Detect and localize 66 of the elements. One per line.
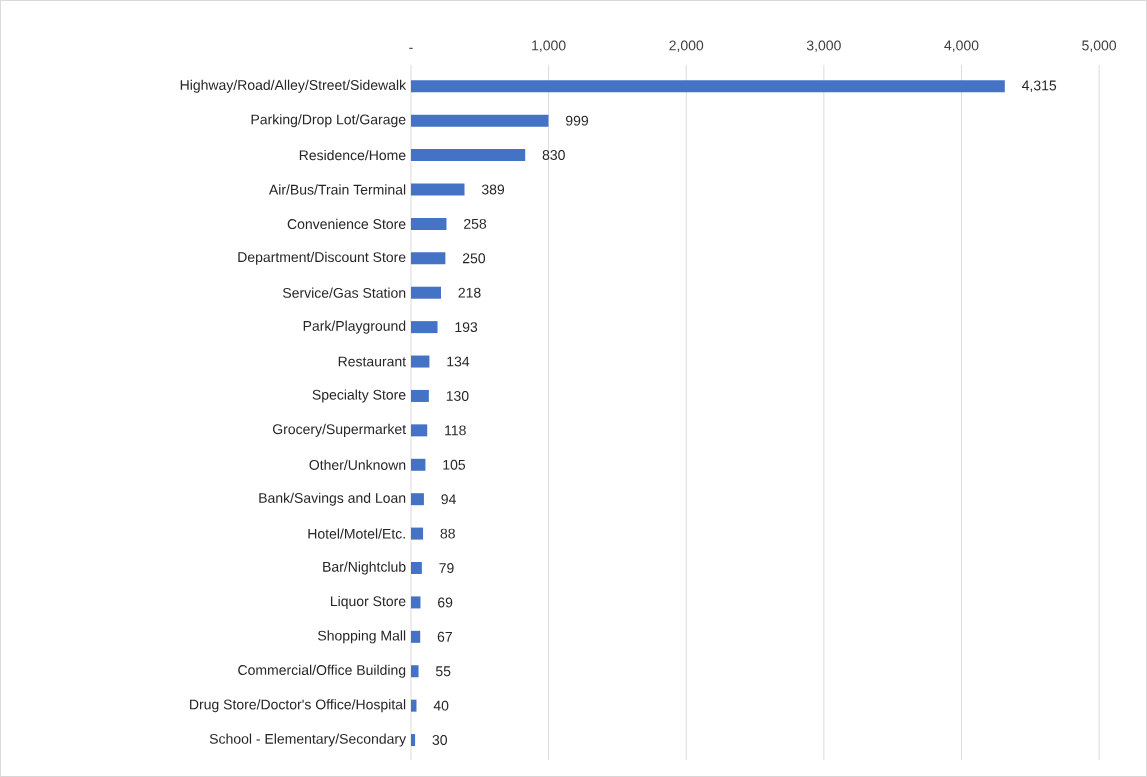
data-label: 999 [565,115,589,126]
y-tick-label: Commercial/Office Building [238,664,406,678]
bar [410,321,438,334]
data-label: 389 [481,184,505,195]
bar [410,630,421,643]
x-tick-label: 4,000 [944,40,979,53]
x-tick-label: 2,000 [669,40,704,53]
bar [410,114,549,127]
bar [410,252,446,265]
x-tick-label: 3,000 [806,40,841,53]
bar [410,183,465,196]
y-tick-label: Residence/Home [299,149,406,161]
data-label: 118 [445,425,466,436]
y-tick-label: Parking/Drop Lot/Garage [251,114,406,128]
data-label: 40 [433,700,449,711]
data-label: 4,315 [1022,80,1057,93]
bar [410,286,441,299]
x-tick-label: 5,000 [1082,40,1117,53]
bar [410,389,429,402]
data-label: 88 [440,528,455,539]
y-tick-label: Liquor Store [330,595,406,609]
y-tick-label: Highway/Road/Alley/Street/Sidewalk [180,79,407,93]
x-tick-label: - [409,47,413,49]
data-label: 94 [441,494,456,505]
y-tick-label: Specialty Store [312,389,406,403]
y-tick-label: Park/Playground [303,320,406,334]
data-label: 258 [464,218,487,229]
data-label: 69 [438,597,453,608]
y-tick-label: Restaurant [338,356,406,367]
bar [410,699,417,712]
y-tick-label: Drug Store/Doctor's Office/Hospital [190,699,406,713]
data-label: 250 [462,253,486,264]
bar [410,458,426,471]
data-label: 830 [542,150,565,161]
data-label: 218 [458,287,481,298]
data-label: 130 [446,391,469,401]
bar [410,424,428,437]
bar [410,562,422,575]
x-tick-label: 1,000 [532,40,566,53]
y-tick-label: Other/Unknown [309,459,406,470]
y-tick-label: Shopping Mall [318,630,406,644]
bar [410,149,526,162]
y-tick-label: Service/Gas Station [283,287,406,298]
bar [410,217,447,230]
data-label: 67 [437,631,452,642]
bar [410,355,430,368]
data-label: 79 [439,563,454,573]
bar [410,596,421,609]
bar [410,493,424,506]
y-tick-label: School - Elementary/Secondary [209,733,407,747]
y-tick-label: Air/Bus/Train Terminal [268,184,406,195]
y-tick-label: Grocery/Supermarket [272,423,406,437]
y-tick-label: Bar/Nightclub [323,561,406,575]
data-label: 55 [435,666,451,677]
bar [410,665,419,678]
data-label: 193 [455,322,478,333]
bar [410,80,1005,93]
data-label: 30 [432,735,448,746]
y-tick-label: Hotel/Motel/Etc. [308,528,405,539]
bar [410,527,424,540]
data-label: 105 [443,459,466,470]
data-label: 134 [447,356,470,367]
y-tick-label: Bank/Savings and Loan [259,492,406,506]
bar [410,734,416,747]
y-tick-label: Department/Discount Store [238,251,406,265]
y-tick-label: Convenience Store [287,218,406,230]
